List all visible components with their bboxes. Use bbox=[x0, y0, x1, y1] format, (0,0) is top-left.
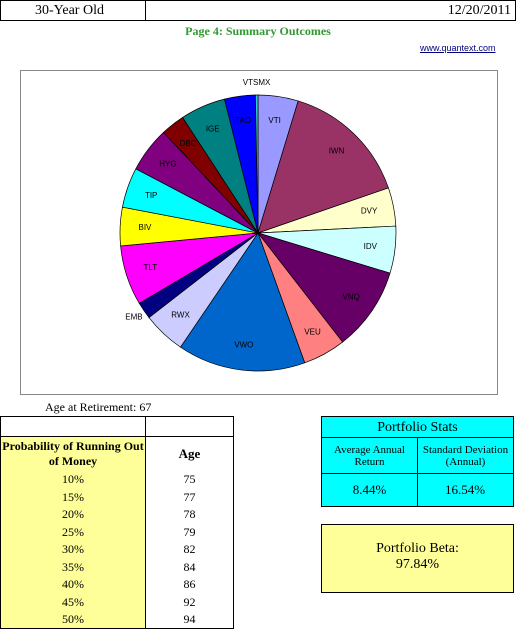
header-left: 30-Year Old bbox=[0, 0, 146, 21]
pie-slice bbox=[257, 232, 391, 343]
slice-label: VEU bbox=[304, 327, 321, 336]
beta-label: Portfolio Beta: bbox=[376, 541, 459, 556]
probability-cell: 45% bbox=[0, 593, 146, 612]
slice-label: BIV bbox=[139, 223, 153, 232]
probability-cell: 30% bbox=[0, 541, 146, 559]
age-cell: 94 bbox=[145, 611, 234, 629]
age-cell: 92 bbox=[145, 593, 234, 612]
retirement-value: 67 bbox=[139, 400, 152, 414]
pie-slice bbox=[257, 100, 389, 234]
slice-label: TIP bbox=[145, 191, 157, 200]
probability-cell: 50% bbox=[0, 611, 146, 629]
age-cell: 84 bbox=[145, 558, 234, 577]
stats-title: Portfolio Stats bbox=[322, 417, 513, 438]
table-body: 10% 75 15% 77 20% 78 25% 79 30% 82 35% 84 40% 86 45% 92… bbox=[0, 471, 234, 629]
age-cell: 79 bbox=[145, 523, 234, 542]
slice-label: IGE bbox=[206, 124, 220, 133]
slice-label: VTI bbox=[268, 116, 280, 125]
site-link[interactable]: www.quantext.com bbox=[420, 43, 496, 53]
blank-cell bbox=[0, 416, 146, 437]
slice-label: TAO bbox=[235, 116, 251, 125]
slice-label: RWX bbox=[171, 311, 190, 320]
probability-cell: 20% bbox=[0, 506, 146, 524]
retirement-label: Age at Retirement: bbox=[45, 400, 137, 414]
age-cell: 75 bbox=[145, 471, 234, 489]
slice-label: HYG bbox=[159, 160, 176, 169]
header-date: 12/20/2011 bbox=[145, 0, 516, 21]
beta-value: 97.84% bbox=[395, 557, 440, 572]
table-header: Age bbox=[145, 436, 234, 472]
table-header: Probability of Running Out of Money bbox=[0, 436, 146, 472]
slice-label: DBC bbox=[180, 139, 197, 148]
probability-cell: 25% bbox=[0, 523, 146, 542]
age-cell: 86 bbox=[145, 576, 234, 594]
slice-label: IWN bbox=[329, 147, 345, 156]
stats-header: Standard Deviation (Annual) bbox=[417, 437, 513, 474]
stats-value: 16.54% bbox=[444, 481, 486, 497]
slice-label: VNQ bbox=[343, 292, 360, 301]
slice-label: EMB bbox=[125, 312, 142, 321]
age-cell: 78 bbox=[145, 506, 234, 524]
beta-box: Portfolio Beta: 97.84% bbox=[321, 524, 514, 593]
blank-cell bbox=[145, 416, 234, 437]
pie-slice bbox=[255, 94, 259, 234]
slice-label: VTSMX bbox=[243, 78, 271, 87]
stats-value: 8.44% bbox=[322, 473, 418, 506]
probability-cell: 15% bbox=[0, 488, 146, 507]
probability-cell: 10% bbox=[0, 471, 146, 489]
page-title: Page 4: Summary Outcomes bbox=[185, 24, 331, 38]
age-cell: 82 bbox=[145, 541, 234, 559]
slice-label: VWO bbox=[234, 340, 253, 349]
slice-label: IDV bbox=[364, 242, 378, 251]
pie-chart: VTI IWN DVY IDV VNQ VEU VWO RWX EMB TLT BIV TIP HYG D… bbox=[20, 70, 498, 395]
pie-slice bbox=[179, 232, 306, 372]
stats-header: Average Annual Return bbox=[322, 437, 418, 474]
slice-label: TLT bbox=[144, 263, 158, 272]
probability-cell: 35% bbox=[0, 558, 146, 577]
slice-label: DVY bbox=[361, 207, 378, 216]
retirement-age: Age at Retirement: 67 bbox=[45, 400, 151, 415]
stats-box: Portfolio Stats Average Annual Return St… bbox=[321, 416, 514, 507]
age-cell: 77 bbox=[145, 488, 234, 507]
probability-cell: 40% bbox=[0, 576, 146, 594]
